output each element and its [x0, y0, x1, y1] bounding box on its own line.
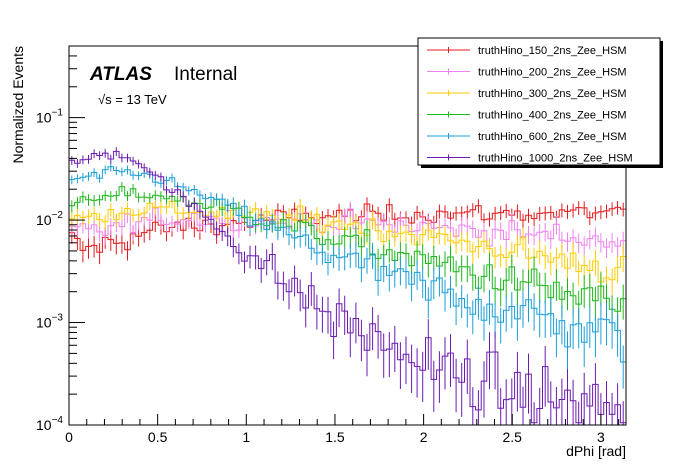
- series-line: [69, 186, 626, 312]
- legend-label: truthHino_150_2ns_Zee_HSM: [478, 45, 627, 57]
- y-tick-label: 10−4: [36, 415, 63, 433]
- legend-label: truthHino_300_2ns_Zee_HSM: [478, 88, 627, 100]
- x-tick-label: 1: [242, 429, 250, 445]
- atlas-status: Internal: [174, 64, 237, 85]
- legend: truthHino_150_2ns_Zee_HSM truthHino_200_2…: [417, 37, 663, 168]
- x-tick-label: 1.5: [325, 429, 345, 445]
- x-axis: 0 0.5 1 1.5 2 2.5 3: [65, 414, 620, 445]
- y-axis: 10−4 10−3 10−2 10−1: [36, 45, 85, 433]
- x-tick-label: 0.5: [148, 429, 168, 445]
- legend-box: [417, 37, 661, 166]
- series-3: [69, 195, 626, 297]
- legend-label: truthHino_1000_2ns_Zee_HSM: [478, 153, 633, 165]
- x-tick-label: 3: [597, 429, 605, 445]
- y-tick-label: 10−2: [36, 210, 63, 228]
- x-tick-label: 2: [420, 429, 428, 445]
- legend-entries: truthHino_150_2ns_Zee_HSM truthHino_200_2…: [427, 45, 633, 165]
- series-error-bars: [71, 147, 624, 425]
- legend-label: truthHino_200_2ns_Zee_HSM: [478, 67, 627, 79]
- atlas-label: ATLAS: [89, 64, 152, 85]
- y-axis-title: Normalized Events: [10, 46, 26, 164]
- y-tick-label: 10−3: [36, 313, 63, 331]
- series-line: [69, 207, 626, 248]
- series-error-bars: [71, 162, 624, 389]
- series-line: [69, 200, 626, 283]
- x-tick-label: 2.5: [503, 429, 523, 445]
- series-layer: [69, 147, 626, 425]
- x-axis-title: dPhi [rad]: [566, 443, 626, 459]
- series-line: [69, 150, 626, 424]
- series-6: [69, 147, 626, 425]
- y-tick-label: 10−1: [36, 108, 63, 126]
- series-error-bars: [71, 195, 624, 297]
- legend-label: truthHino_400_2ns_Zee_HSM: [478, 110, 627, 122]
- x-tick-label: 0: [65, 429, 73, 445]
- legend-label: truthHino_600_2ns_Zee_HSM: [478, 131, 627, 143]
- energy-label: √s = 13 TeV: [98, 92, 167, 107]
